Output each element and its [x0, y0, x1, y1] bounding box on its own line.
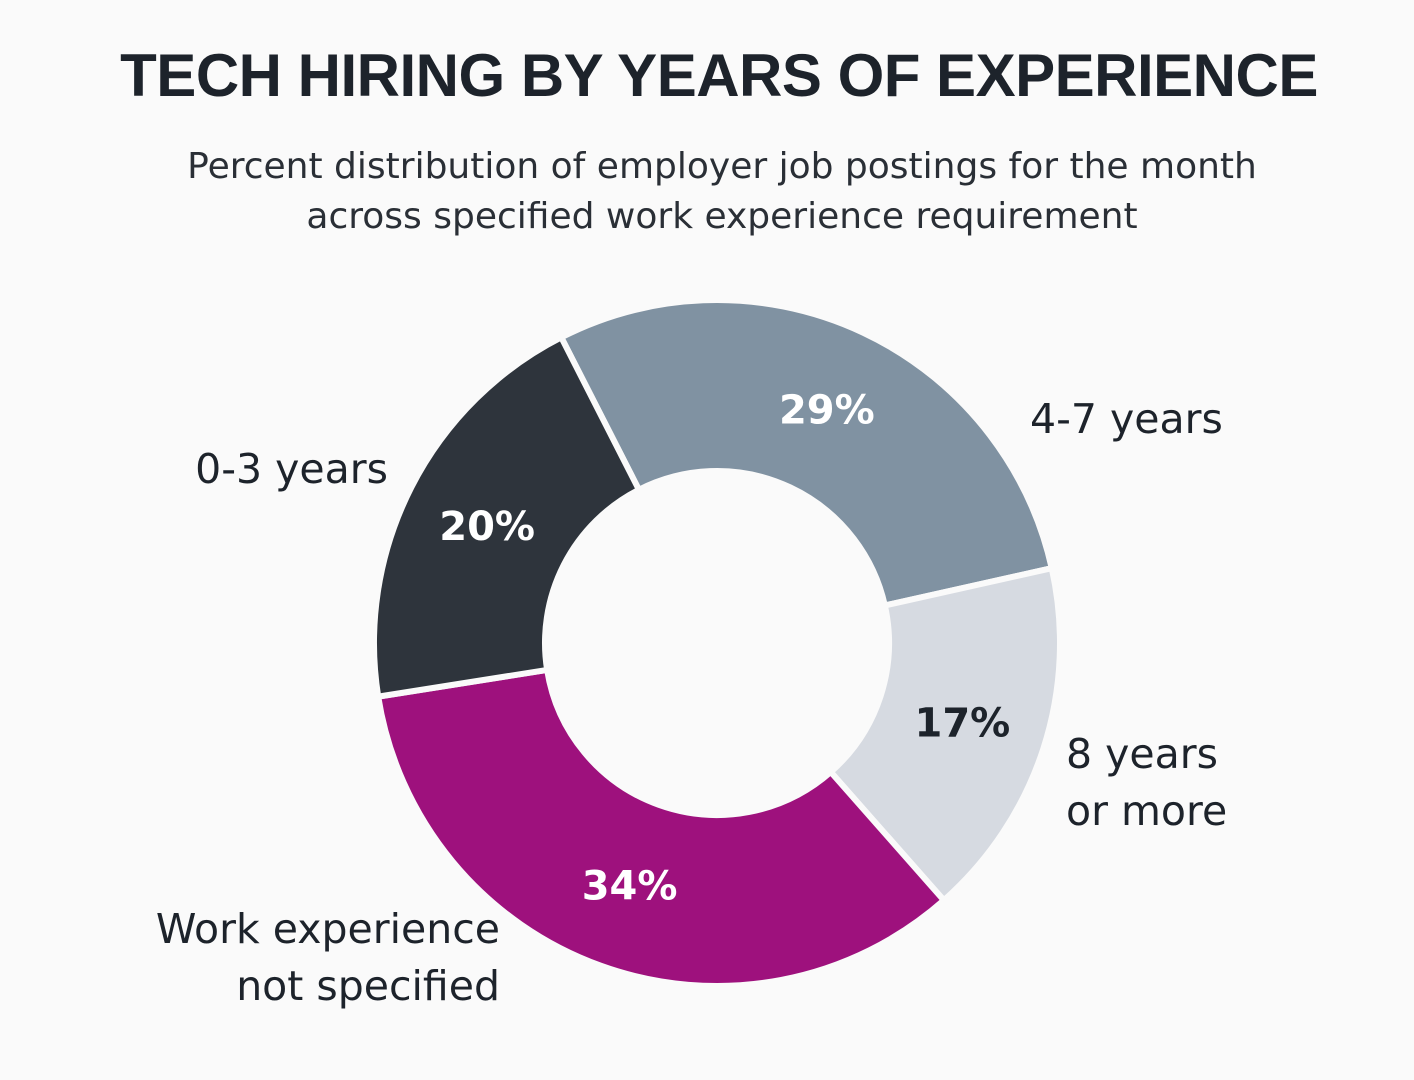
donut-slice	[375, 666, 947, 989]
donut-slice	[558, 297, 1055, 609]
slice-category-label: 8 years or more	[1066, 730, 1227, 835]
slice-value-label: 29%	[779, 388, 875, 434]
slice-value-label: 34%	[582, 864, 678, 910]
donut-slice	[371, 334, 642, 700]
chart-subtitle: Percent distribution of employer job pos…	[187, 146, 1257, 237]
slice-category-label: 4-7 years	[1030, 395, 1223, 443]
slice-category-label: 0-3 years	[195, 445, 388, 493]
category-labels-layer: 4-7 years 8 years or more Work experience no…	[156, 395, 1227, 1010]
slice-category-label: Work experience not specified	[156, 905, 500, 1010]
slices-layer	[371, 297, 1063, 989]
slice-category-label-line: 8 years	[1066, 730, 1218, 778]
donut-slice	[827, 565, 1063, 904]
slice-value-label: 20%	[439, 504, 535, 550]
value-labels-layer: 29% 17% 34% 20%	[439, 388, 1010, 910]
chart-title: TECH HIRING BY YEARS OF EXPERIENCE	[120, 42, 1318, 109]
slice-category-label-line: 0-3 years	[195, 445, 388, 493]
slice-category-label-line: Work experience	[156, 905, 500, 953]
slice-value-label: 17%	[914, 701, 1010, 747]
slice-category-label-line: or more	[1066, 787, 1227, 835]
slice-category-label-line: not specified	[236, 962, 500, 1010]
slice-category-label-line: 4-7 years	[1030, 395, 1223, 443]
